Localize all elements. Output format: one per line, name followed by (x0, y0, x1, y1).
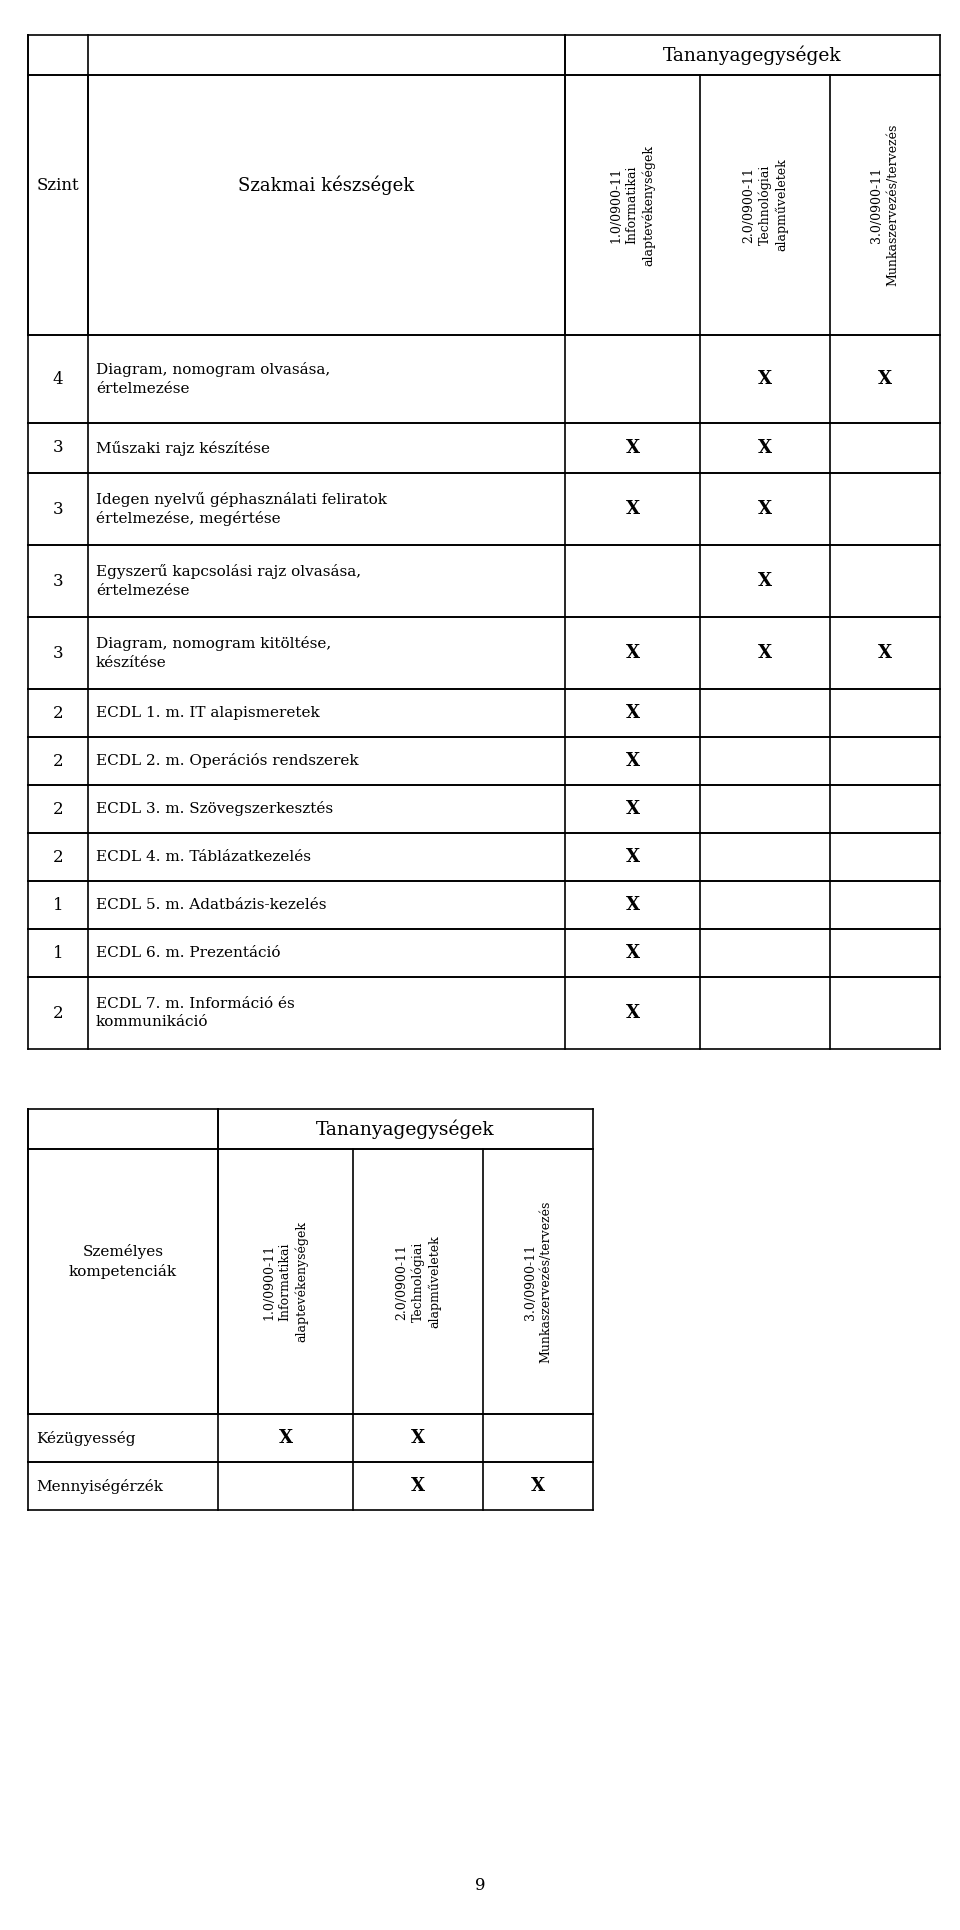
Text: Tananyagegységek: Tananyagegységek (316, 1119, 494, 1139)
Text: ECDL 1. m. IT alapismeretek: ECDL 1. m. IT alapismeretek (96, 706, 320, 720)
Text: X: X (758, 645, 772, 662)
Text: X: X (625, 944, 639, 961)
Text: X: X (625, 847, 639, 867)
Text: Szakmai készségek: Szakmai készségek (238, 176, 415, 195)
Text: X: X (531, 1476, 545, 1496)
Text: X: X (625, 438, 639, 457)
Text: X: X (625, 1004, 639, 1023)
Text: X: X (878, 371, 892, 388)
Text: Tananyagegységek: Tananyagegységek (663, 44, 842, 66)
Text: X: X (625, 753, 639, 770)
Text: Személyes
kompetenciák: Személyes kompetenciák (69, 1245, 177, 1280)
Text: X: X (411, 1428, 425, 1448)
Text: Egyszerű kapcsolási rajz olvasása,
értelmezése: Egyszerű kapcsolási rajz olvasása, értel… (96, 564, 361, 598)
Text: 3: 3 (53, 440, 63, 457)
Text: 1.0/0900-11
Informatikai
alaptevékenységek: 1.0/0900-11 Informatikai alaptevékenység… (610, 145, 656, 266)
Text: Diagram, nomogram kitöltése,
készítése: Diagram, nomogram kitöltése, készítése (96, 637, 331, 670)
Text: ECDL 5. m. Adatbázis-kezelés: ECDL 5. m. Adatbázis-kezelés (96, 897, 326, 913)
Text: X: X (411, 1476, 425, 1496)
Text: ECDL 2. m. Operációs rendszerek: ECDL 2. m. Operációs rendszerek (96, 753, 359, 768)
Text: 1: 1 (53, 897, 63, 913)
Text: 3: 3 (53, 573, 63, 589)
Text: ECDL 6. m. Prezentáció: ECDL 6. m. Prezentáció (96, 946, 280, 959)
Text: 3.0/0900-11
Munkaszervezés/tervezés: 3.0/0900-11 Munkaszervezés/tervezés (523, 1200, 553, 1363)
Text: 2: 2 (53, 801, 63, 818)
Text: X: X (278, 1428, 293, 1448)
Text: 3: 3 (53, 645, 63, 662)
Text: ECDL 7. m. Információ és
kommunikáció: ECDL 7. m. Információ és kommunikáció (96, 996, 295, 1029)
Text: ECDL 3. m. Szövegszerkesztés: ECDL 3. m. Szövegszerkesztés (96, 801, 333, 816)
Text: 1.0/0900-11
Informatikai
alaptevékenységek: 1.0/0900-11 Informatikai alaptevékenység… (263, 1222, 308, 1341)
Text: X: X (758, 371, 772, 388)
Text: 2: 2 (53, 1004, 63, 1021)
Text: X: X (625, 801, 639, 818)
Text: ECDL 4. m. Táblázatkezelés: ECDL 4. m. Táblázatkezelés (96, 849, 311, 865)
Text: X: X (625, 645, 639, 662)
Text: 2: 2 (53, 753, 63, 770)
Text: 2: 2 (53, 704, 63, 722)
Text: 2: 2 (53, 849, 63, 865)
Text: 1: 1 (53, 944, 63, 961)
Text: 2.0/0900-11
Technológiai
alapműveletek: 2.0/0900-11 Technológiai alapműveletek (396, 1235, 441, 1328)
Text: X: X (758, 438, 772, 457)
Text: Idegen nyelvű géphasználati feliratok
értelmezése, megértése: Idegen nyelvű géphasználati feliratok ér… (96, 492, 387, 527)
Text: X: X (625, 500, 639, 517)
Text: Szint: Szint (36, 176, 80, 193)
Text: X: X (625, 896, 639, 915)
Text: Műszaki rajz készítése: Műszaki rajz készítése (96, 440, 270, 455)
Text: X: X (878, 645, 892, 662)
Text: 3: 3 (53, 500, 63, 517)
Text: Diagram, nomogram olvasása,
értelmezése: Diagram, nomogram olvasása, értelmezése (96, 363, 330, 396)
Text: 2.0/0900-11
Technológiai
alapműveletek: 2.0/0900-11 Technológiai alapműveletek (742, 158, 788, 251)
Text: Kézügyesség: Kézügyesség (36, 1430, 135, 1446)
Text: 9: 9 (475, 1876, 485, 1893)
Text: Mennyiségérzék: Mennyiségérzék (36, 1478, 163, 1494)
Text: X: X (758, 500, 772, 517)
Text: 3.0/0900-11
Munkaszervezés/tervezés: 3.0/0900-11 Munkaszervezés/tervezés (871, 124, 900, 286)
Text: X: X (625, 704, 639, 722)
Text: 4: 4 (53, 371, 63, 388)
Text: X: X (758, 571, 772, 591)
